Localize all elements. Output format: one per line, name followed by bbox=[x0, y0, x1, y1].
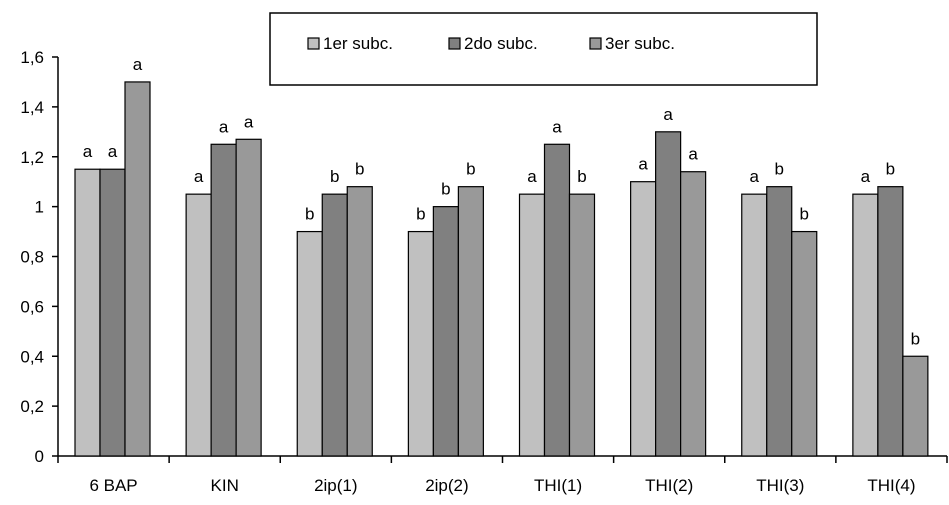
bar bbox=[124, 81, 151, 457]
bar-data-label: a bbox=[527, 167, 537, 186]
bar-data-label: b bbox=[466, 160, 475, 179]
legend-box bbox=[269, 12, 818, 86]
bar-data-label: a bbox=[750, 167, 760, 186]
bar-data-label: b bbox=[886, 160, 895, 179]
bar-data-label: b bbox=[305, 205, 314, 224]
y-tick-label: 1,4 bbox=[20, 98, 44, 117]
legend-label: 2do subc. bbox=[464, 34, 538, 53]
bar-data-label: a bbox=[552, 117, 562, 136]
x-tick-label: KIN bbox=[211, 476, 239, 495]
bar-data-label: b bbox=[330, 167, 339, 186]
bar bbox=[741, 193, 768, 457]
bar bbox=[74, 168, 101, 457]
y-tick-label: 1 bbox=[35, 198, 44, 217]
bar-data-label: a bbox=[663, 105, 673, 124]
bar bbox=[766, 186, 793, 457]
y-tick-label: 0,8 bbox=[20, 248, 44, 267]
bar-data-label: b bbox=[416, 205, 425, 224]
bar-data-label: a bbox=[108, 142, 118, 161]
bar bbox=[543, 143, 571, 457]
bar bbox=[321, 193, 348, 457]
bar-data-label: b bbox=[911, 329, 920, 348]
x-tick-label: THI(3) bbox=[756, 476, 804, 495]
x-tick-label: 2ip(1) bbox=[314, 476, 357, 495]
bar-data-label: a bbox=[244, 112, 254, 131]
bar bbox=[518, 193, 546, 457]
bar-data-label: a bbox=[638, 155, 648, 174]
bar-data-label: a bbox=[194, 167, 204, 186]
bar bbox=[852, 193, 879, 457]
bar bbox=[902, 355, 929, 457]
y-tick-label: 1,2 bbox=[20, 148, 44, 167]
bar-data-label: b bbox=[775, 160, 784, 179]
x-tick-label: THI(4) bbox=[867, 476, 915, 495]
bar bbox=[99, 168, 126, 457]
x-axis: 6 BAP KIN 2ip(1) 2ip(2) THI(1) THI(2) THI(3) TH… bbox=[57, 455, 948, 495]
bar-data-label: b bbox=[800, 205, 809, 224]
legend-label: 1er subc. bbox=[323, 34, 393, 53]
bar bbox=[457, 186, 484, 457]
bar bbox=[568, 193, 596, 457]
bar-data-label: a bbox=[83, 142, 93, 161]
x-tick-label: THI(2) bbox=[645, 476, 693, 495]
legend-swatch bbox=[448, 37, 461, 50]
bar bbox=[791, 230, 818, 457]
legend-swatch bbox=[589, 37, 602, 50]
y-axis: 0 0,2 0,4 0,6 0,8 1 1,2 1,4 1,6 bbox=[20, 48, 59, 466]
bar bbox=[877, 186, 904, 457]
bar-data-label: a bbox=[219, 117, 229, 136]
bar-data-label: b bbox=[577, 167, 586, 186]
bar bbox=[680, 171, 707, 457]
y-tick-label: 0,6 bbox=[20, 297, 44, 316]
bar bbox=[185, 193, 212, 457]
bar bbox=[432, 206, 459, 457]
legend: 1er subc. 2do subc. 3er subc. bbox=[269, 12, 818, 86]
y-tick-label: 0,2 bbox=[20, 397, 44, 416]
y-tick-label: 1,6 bbox=[20, 48, 44, 67]
bar bbox=[235, 138, 262, 457]
bar bbox=[296, 230, 323, 457]
legend-label: 3er subc. bbox=[605, 34, 675, 53]
bar bbox=[346, 186, 373, 457]
bar bbox=[210, 143, 237, 457]
x-tick-label: 2ip(2) bbox=[425, 476, 468, 495]
bar-data-label: b bbox=[441, 180, 450, 199]
bar-data-label: a bbox=[861, 167, 871, 186]
y-tick-label: 0 bbox=[35, 447, 44, 466]
x-tick-label: THI(1) bbox=[534, 476, 582, 495]
bar-data-label: a bbox=[688, 145, 698, 164]
bar bbox=[407, 230, 434, 457]
bar bbox=[630, 181, 657, 457]
bar bbox=[655, 131, 682, 457]
bar-data-label: b bbox=[355, 160, 364, 179]
x-tick-label: 6 BAP bbox=[89, 476, 137, 495]
y-tick-label: 0,4 bbox=[20, 347, 44, 366]
legend-swatch bbox=[307, 37, 320, 50]
bar-data-label: a bbox=[133, 55, 143, 74]
